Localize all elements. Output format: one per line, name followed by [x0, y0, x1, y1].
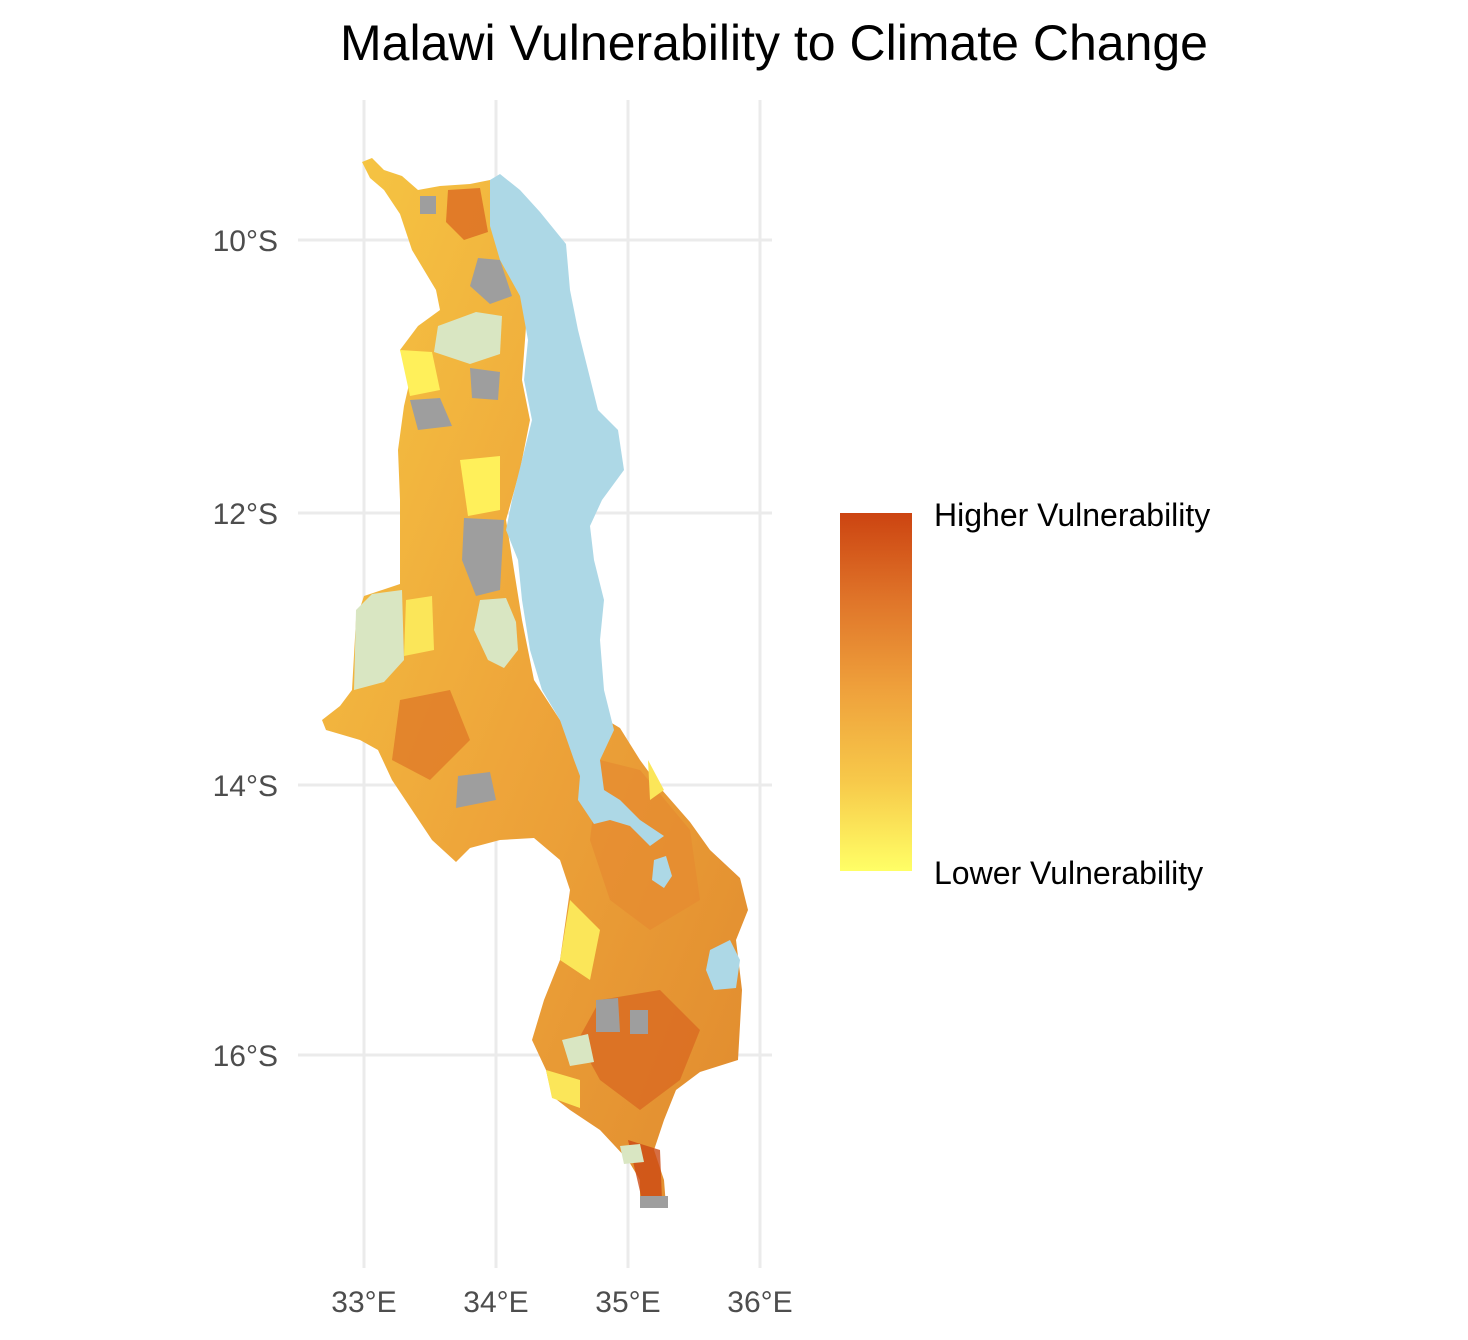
protected-area — [354, 590, 404, 690]
x-tick-label: 33°E — [331, 1286, 396, 1319]
low-vuln-patch — [560, 900, 600, 980]
lake-malawi — [490, 174, 664, 846]
legend: Higher Vulnerability Lower Vulnerability — [840, 497, 1210, 891]
no-data-area — [596, 998, 620, 1032]
y-tick-label: 14°S — [213, 770, 278, 803]
no-data-area — [420, 196, 436, 214]
x-axis-ticks: 33°E 34°E 35°E 36°E — [331, 1286, 792, 1319]
protected-area — [620, 1144, 644, 1164]
high-vuln-patch — [392, 690, 470, 780]
protected-area — [474, 598, 518, 668]
x-tick-label: 34°E — [463, 1286, 528, 1319]
lake-chilwa — [706, 940, 740, 990]
lake-malombe — [652, 856, 672, 888]
y-tick-label: 12°S — [213, 498, 278, 531]
low-vuln-patch — [404, 596, 434, 656]
protected-area — [434, 312, 502, 364]
low-vuln-patch — [546, 1070, 580, 1108]
no-data-area — [410, 398, 452, 430]
legend-colorbar — [840, 513, 912, 871]
x-tick-label: 36°E — [727, 1286, 792, 1319]
low-vuln-patch — [460, 456, 500, 516]
no-data-area — [456, 772, 496, 808]
y-tick-label: 16°S — [213, 1040, 278, 1073]
malawi-vulnerability-raster — [322, 158, 748, 1208]
legend-low-label: Lower Vulnerability — [934, 855, 1203, 891]
low-vuln-patch — [648, 760, 664, 800]
no-data-area — [630, 1010, 648, 1034]
no-data-area — [470, 368, 500, 400]
y-axis-ticks: 10°S 12°S 14°S 16°S — [213, 225, 278, 1073]
no-data-area — [462, 518, 504, 596]
x-tick-label: 35°E — [595, 1286, 660, 1319]
no-data-area — [640, 1196, 668, 1208]
map-title: Malawi Vulnerability to Climate Change — [340, 15, 1208, 71]
no-data-area — [470, 258, 512, 304]
high-vuln-patch — [446, 188, 488, 240]
y-tick-label: 10°S — [213, 225, 278, 258]
low-vuln-patch — [400, 350, 440, 396]
legend-high-label: Higher Vulnerability — [934, 497, 1210, 533]
protected-area — [562, 1034, 594, 1066]
